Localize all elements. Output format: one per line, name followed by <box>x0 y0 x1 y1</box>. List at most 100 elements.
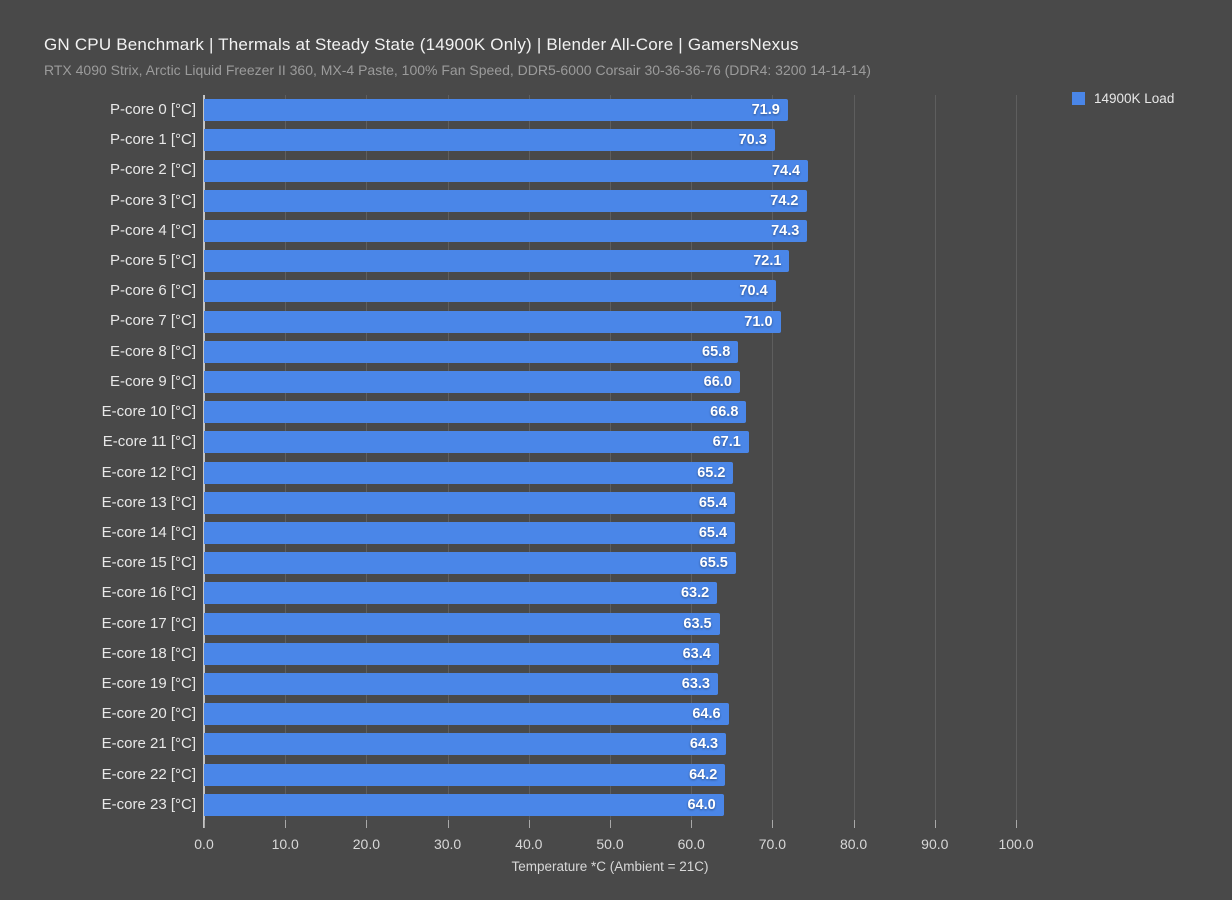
category-label: E-core 22 [°C] <box>101 765 196 783</box>
bar-value-label: 67.1 <box>712 434 741 451</box>
x-axis-tick <box>610 820 611 828</box>
bar: 63.3 <box>204 673 718 696</box>
bar-row: 64.0 <box>204 790 1016 820</box>
gridline <box>853 95 855 820</box>
x-axis-tick-label: 40.0 <box>515 836 543 852</box>
bar-value-label: 66.8 <box>710 404 739 421</box>
category-label: P-core 5 [°C] <box>109 252 196 270</box>
x-axis-tick <box>772 820 774 828</box>
bar-value-label: 65.8 <box>702 343 731 360</box>
bar-row: 65.4 <box>204 518 1016 548</box>
legend: 14900K Load <box>1072 91 1174 106</box>
x-axis-tick-label: 80.0 <box>839 836 868 852</box>
bar-value-label: 63.3 <box>681 676 710 693</box>
x-axis-tick <box>528 820 530 828</box>
bar-row: 71.0 <box>204 306 1016 336</box>
bar-row: 70.3 <box>204 125 1016 155</box>
x-axis-tick <box>853 820 855 828</box>
bar-row: 63.3 <box>204 669 1016 699</box>
x-axis-tick-label: 100.0 <box>998 836 1034 852</box>
x-axis-tick-label: 70.0 <box>758 836 787 852</box>
bar: 65.4 <box>204 491 736 514</box>
bar-value-label: 64.3 <box>689 736 719 753</box>
category-label: E-core 13 [°C] <box>101 493 196 511</box>
x-axis-tick <box>285 820 287 828</box>
category-label: E-core 14 [°C] <box>101 523 196 541</box>
category-label: E-core 20 [°C] <box>101 705 196 723</box>
gridline <box>528 95 530 820</box>
bar-value-label: 71.9 <box>751 102 780 119</box>
bar-row: 65.5 <box>204 548 1016 578</box>
chart-title: GN CPU Benchmark | Thermals at Steady St… <box>44 35 799 54</box>
bar: 65.5 <box>204 552 736 575</box>
gridline <box>772 95 774 820</box>
x-axis-tick <box>691 820 693 828</box>
bar-row: 74.3 <box>204 216 1016 246</box>
x-axis-tick <box>366 820 368 828</box>
x-axis-tick <box>204 820 205 828</box>
chart-subtitle: RTX 4090 Strix, Arctic Liquid Freezer II… <box>44 62 871 78</box>
category-label: E-core 10 [°C] <box>101 403 196 421</box>
category-label: E-core 18 [°C] <box>101 644 196 662</box>
bar-value-label: 74.4 <box>771 162 801 179</box>
category-label: P-core 2 [°C] <box>109 161 196 179</box>
bar-row: 63.4 <box>204 639 1016 669</box>
bar-value-label: 65.5 <box>699 555 728 572</box>
category-label: E-core 15 [°C] <box>101 554 196 572</box>
x-axis-title: Temperature *C (Ambient = 21C) <box>511 859 709 874</box>
x-axis-tick-label: 60.0 <box>677 836 705 852</box>
bar: 70.3 <box>204 129 775 152</box>
bar-row: 64.2 <box>204 760 1016 790</box>
x-axis-tick <box>934 820 936 828</box>
plot-area: 71.9 70.3 74.4 74.2 74.3 72.1 70.4 71.0 65.8 66.0… <box>203 95 1017 828</box>
category-label: E-core 16 [°C] <box>101 584 196 602</box>
bar-value-label: 74.3 <box>771 222 800 239</box>
gridline <box>447 95 449 820</box>
bar-row: 65.4 <box>204 488 1016 518</box>
category-label: E-core 11 [°C] <box>102 433 196 451</box>
category-label: P-core 0 [°C] <box>109 101 196 118</box>
bar-row: 70.4 <box>204 276 1016 306</box>
bar-value-label: 65.4 <box>698 494 728 511</box>
bar: 72.1 <box>204 250 790 273</box>
axis-baseline <box>203 95 205 828</box>
category-label: E-core 17 [°C] <box>101 614 196 632</box>
x-axis-tick-label: 50.0 <box>596 836 624 852</box>
category-label: P-core 7 [°C] <box>109 312 196 330</box>
bar: 63.4 <box>204 642 719 665</box>
category-label: E-core 23 [°C] <box>101 795 196 813</box>
bar-row: 67.1 <box>204 427 1016 457</box>
bar-value-label: 66.0 <box>703 373 732 390</box>
bar-value-label: 65.4 <box>698 525 728 541</box>
x-axis-tick-label: 20.0 <box>352 836 381 852</box>
bar-row: 66.0 <box>204 367 1016 397</box>
category-label: E-core 9 [°C] <box>109 372 196 390</box>
gridline <box>691 95 693 820</box>
category-label: P-core 1 [°C] <box>109 131 196 149</box>
bar-value-label: 65.2 <box>697 464 726 481</box>
bar: 70.4 <box>204 280 776 303</box>
bar-row: 65.2 <box>204 458 1016 488</box>
bar: 64.3 <box>204 733 727 756</box>
bar: 65.4 <box>204 522 736 544</box>
bar: 65.2 <box>204 461 734 484</box>
x-axis-tick-label: 10.0 <box>271 836 299 852</box>
bar: 66.8 <box>204 401 747 424</box>
bar: 64.6 <box>204 703 729 726</box>
legend-swatch-icon <box>1072 92 1085 105</box>
bar-value-label: 72.1 <box>753 253 782 270</box>
bar-value-label: 64.6 <box>692 706 721 723</box>
bar-row: 74.2 <box>204 186 1016 216</box>
bar-value-label: 70.4 <box>739 283 768 300</box>
bar: 64.2 <box>204 763 726 786</box>
bar: 74.3 <box>204 219 808 242</box>
category-label: P-core 6 [°C] <box>109 282 196 300</box>
category-label: P-core 4 [°C] <box>109 221 196 239</box>
bar-value-label: 63.5 <box>683 615 712 632</box>
bar-value-label: 74.2 <box>770 192 799 209</box>
bar-row: 65.8 <box>204 337 1016 367</box>
bar-value-label: 64.0 <box>687 796 716 813</box>
x-axis-tick-label: 90.0 <box>921 836 949 852</box>
gridline <box>366 95 368 820</box>
